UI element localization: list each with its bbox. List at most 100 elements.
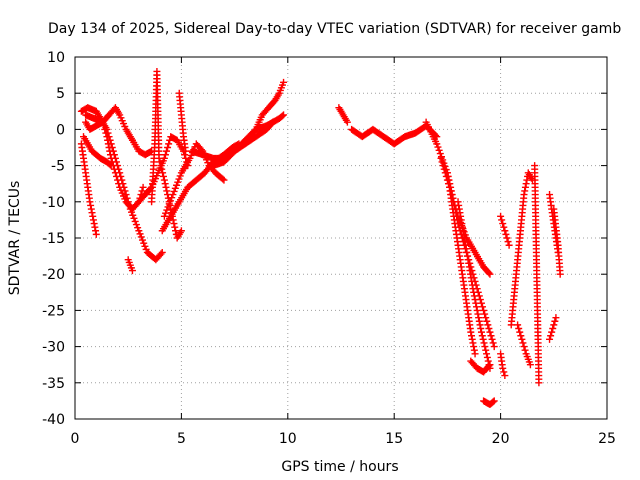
data-point xyxy=(107,162,115,170)
data-point xyxy=(497,212,505,220)
x-tick-label: 20 xyxy=(492,431,510,447)
series-trace-z xyxy=(514,321,534,369)
data-point xyxy=(280,111,288,119)
data-point xyxy=(501,227,509,235)
data-point xyxy=(485,269,493,277)
data-point xyxy=(155,154,163,162)
data-point xyxy=(551,317,559,325)
data-point xyxy=(343,118,351,126)
data-point xyxy=(437,154,445,162)
data-point xyxy=(110,165,118,173)
data-point xyxy=(135,227,143,235)
data-point xyxy=(90,220,98,228)
data-point xyxy=(174,178,182,186)
data-point xyxy=(171,223,179,231)
data-point xyxy=(549,325,557,332)
data-point xyxy=(519,339,527,347)
data-point xyxy=(480,306,488,314)
series-trace-u xyxy=(467,357,494,376)
data-point xyxy=(502,230,510,238)
data-point xyxy=(526,361,534,369)
data-point xyxy=(175,175,183,183)
series-trace-e xyxy=(80,133,115,170)
data-point xyxy=(168,194,176,202)
x-tick-label: 10 xyxy=(279,431,297,447)
data-point xyxy=(446,183,454,191)
series-trace-x xyxy=(497,212,513,249)
data-point xyxy=(556,270,564,278)
data-point xyxy=(481,310,489,318)
data-point xyxy=(114,176,122,184)
x-tick-label: 0 xyxy=(71,431,80,447)
data-point xyxy=(480,339,488,347)
series-trace-aa xyxy=(531,162,543,387)
data-point xyxy=(157,250,165,258)
series-trace-n xyxy=(252,78,288,133)
data-point xyxy=(111,169,119,177)
data-point xyxy=(439,162,447,170)
series-trace-s xyxy=(437,154,494,278)
data-point xyxy=(163,206,171,214)
series-trace-ad xyxy=(546,314,560,343)
data-point xyxy=(136,230,144,238)
data-point xyxy=(469,339,477,347)
series-trace-f xyxy=(124,256,136,275)
chart-title: Day 134 of 2025, Sidereal Day-to-day VTE… xyxy=(48,21,621,37)
data-point xyxy=(483,317,491,325)
data-point xyxy=(482,346,490,354)
x-tick-label: 5 xyxy=(177,431,186,447)
data-point xyxy=(140,239,148,247)
data-point xyxy=(104,140,112,148)
y-tick-label: -15 xyxy=(42,231,65,247)
y-axis-label: SDTVAR / TECUs xyxy=(7,181,23,296)
data-point xyxy=(535,379,543,387)
y-tick-label: -35 xyxy=(42,376,65,392)
data-point xyxy=(486,361,494,369)
data-point xyxy=(137,233,145,241)
data-point xyxy=(440,165,448,173)
data-point xyxy=(438,158,446,166)
data-point xyxy=(483,353,491,361)
data-point xyxy=(158,248,166,256)
data-point xyxy=(165,200,173,208)
data-point xyxy=(485,362,493,370)
data-point xyxy=(521,346,529,354)
data-point xyxy=(483,350,491,358)
data-point xyxy=(164,144,172,151)
data-point xyxy=(469,285,477,293)
series-trace-d xyxy=(82,104,156,159)
data-point xyxy=(467,328,475,336)
data-point xyxy=(138,236,146,244)
data-point xyxy=(86,198,94,206)
data-point xyxy=(161,151,169,159)
y-tick-label: 0 xyxy=(56,122,65,138)
series-trace-w xyxy=(497,350,509,380)
data-point xyxy=(139,183,147,191)
data-point xyxy=(165,140,173,148)
data-point xyxy=(474,310,482,318)
data-point xyxy=(157,162,165,170)
data-marks xyxy=(77,67,564,409)
data-point xyxy=(172,227,180,235)
data-point xyxy=(489,339,497,347)
y-tick-label: 5 xyxy=(56,86,65,102)
data-point xyxy=(500,223,508,231)
data-point xyxy=(160,212,168,220)
data-point xyxy=(132,221,140,229)
data-point xyxy=(160,176,168,184)
data-point xyxy=(521,183,529,191)
data-point xyxy=(102,129,110,137)
data-point xyxy=(162,209,170,217)
y-tick-label: -25 xyxy=(42,303,65,319)
data-point xyxy=(163,187,171,195)
data-point xyxy=(159,172,167,180)
y-tick-label: -40 xyxy=(42,412,65,428)
data-point xyxy=(486,328,494,336)
data-point xyxy=(552,314,560,322)
data-point xyxy=(106,161,114,169)
series-trace-q xyxy=(422,118,498,351)
data-point xyxy=(171,184,179,192)
data-point xyxy=(468,332,476,340)
data-point xyxy=(170,187,178,195)
